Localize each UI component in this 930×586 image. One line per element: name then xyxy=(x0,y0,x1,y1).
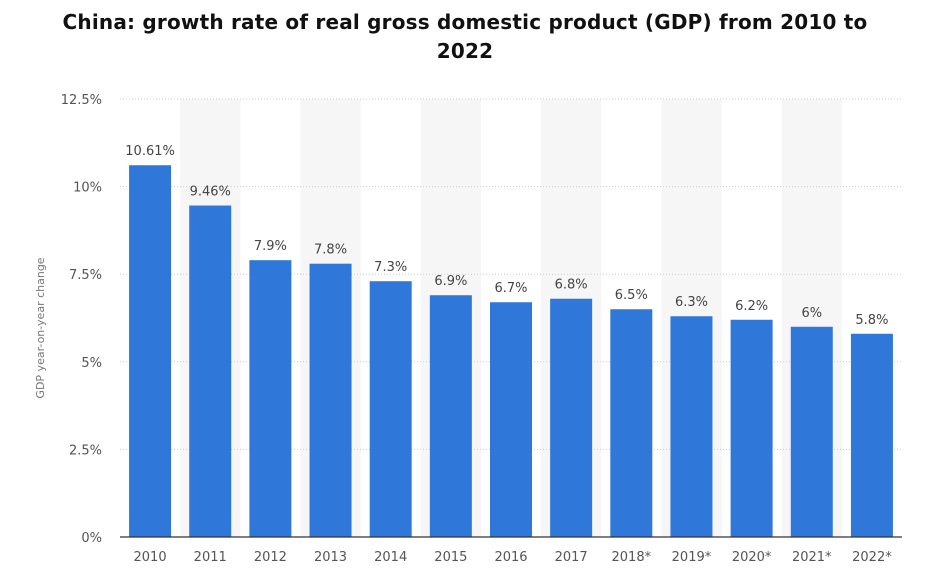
bar-2011 xyxy=(189,205,232,537)
data-label: 9.46% xyxy=(190,185,231,200)
y-tick-label: 0% xyxy=(81,531,102,546)
y-tick-label: 10% xyxy=(73,181,102,196)
y-tick-label: 2.5% xyxy=(69,443,102,458)
y-tick-label: 5% xyxy=(81,356,102,371)
bar-2013 xyxy=(309,263,352,537)
bar-2012 xyxy=(249,260,292,537)
data-label: 6.7% xyxy=(494,281,527,296)
y-axis-title: GDP year-on-year change xyxy=(34,257,47,398)
data-label: 10.61% xyxy=(125,144,175,159)
data-label: 6.5% xyxy=(615,288,648,303)
x-tick-label: 2018* xyxy=(612,550,652,565)
bar-2020 xyxy=(730,319,773,537)
chart-title: China: growth rate of real gross domesti… xyxy=(62,10,868,63)
data-label: 7.9% xyxy=(254,239,287,254)
x-tick-label: 2019* xyxy=(672,550,712,565)
data-label: 6.3% xyxy=(675,295,708,310)
bar-2014 xyxy=(369,281,412,537)
x-tick-label: 2021* xyxy=(792,550,832,565)
x-tick-label: 2010 xyxy=(134,550,167,565)
bar-2010 xyxy=(129,165,172,538)
data-label: 7.8% xyxy=(314,243,347,258)
bar-2016 xyxy=(490,302,532,537)
x-tick-label: 2013 xyxy=(314,550,347,565)
bar-2017 xyxy=(550,298,593,537)
data-label: 6.2% xyxy=(735,299,768,314)
bar-2021 xyxy=(790,326,833,537)
y-tick-label: 7.5% xyxy=(69,268,102,283)
data-label: 6.8% xyxy=(555,278,588,293)
x-tick-label: 2014 xyxy=(374,550,407,565)
x-tick-label: 2016 xyxy=(494,550,527,565)
x-tick-label: 2022* xyxy=(852,550,892,565)
bar-2015 xyxy=(429,295,472,537)
data-label: 6.9% xyxy=(434,274,467,289)
data-label: 6% xyxy=(801,306,822,321)
x-tick-label: 2015 xyxy=(434,550,467,565)
data-label: 5.8% xyxy=(855,313,888,328)
bar-2022 xyxy=(850,333,893,537)
y-tick-label: 12.5% xyxy=(61,93,102,108)
x-tick-label: 2020* xyxy=(732,550,772,565)
bar-2019 xyxy=(670,316,713,537)
x-tick-label: 2012 xyxy=(254,550,287,565)
bar-2018 xyxy=(610,309,653,537)
x-tick-label: 2011 xyxy=(194,550,227,565)
data-label: 7.3% xyxy=(374,260,407,275)
x-tick-label: 2017 xyxy=(555,550,588,565)
